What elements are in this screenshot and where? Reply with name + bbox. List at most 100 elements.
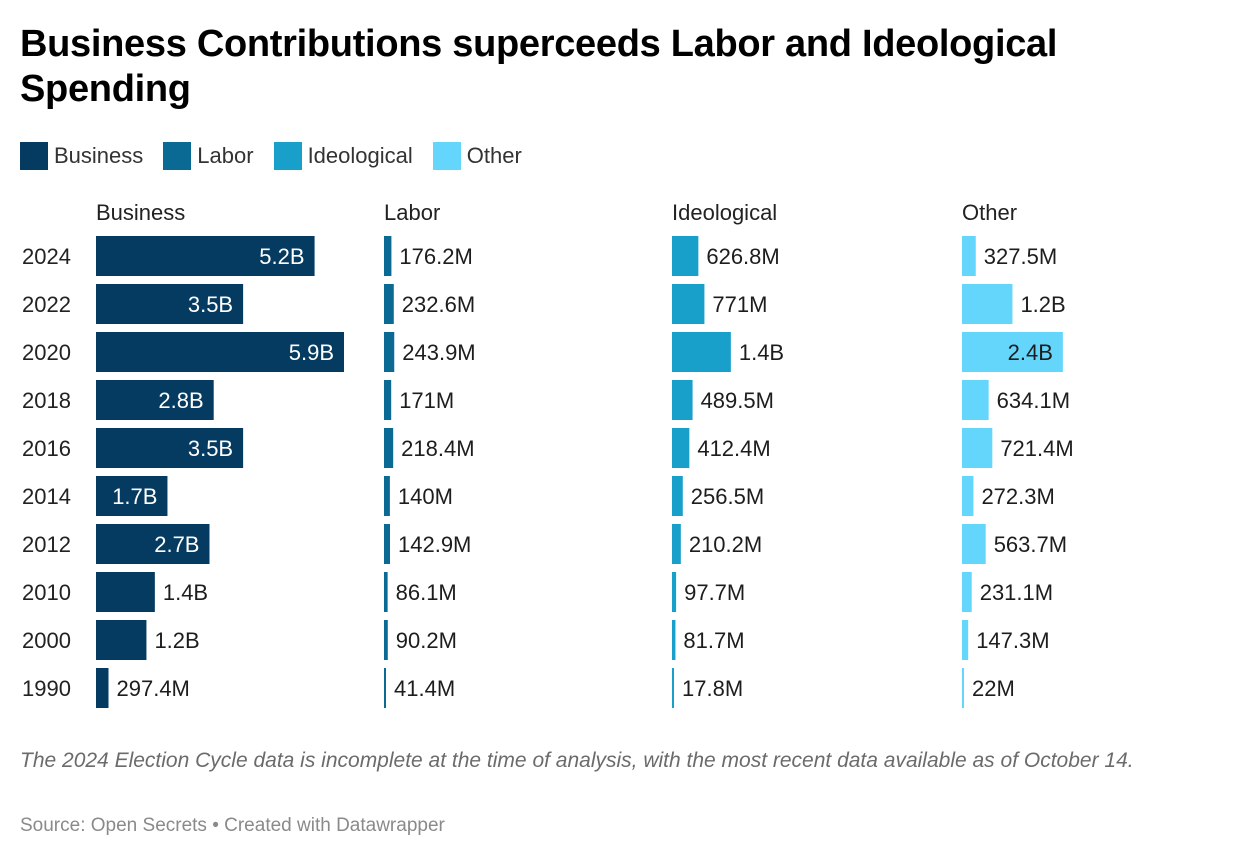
bar-ideological-1990 (672, 668, 674, 708)
value-label-other-2020: 2.4B (1008, 340, 1053, 365)
value-label-ideological-2020: 1.4B (739, 340, 784, 365)
bar-ideological-2016 (672, 428, 690, 468)
bar-other-2014 (962, 476, 974, 516)
year-label-2012: 2012 (22, 532, 71, 557)
value-label-other-2024: 327.5M (984, 244, 1057, 269)
panel-header-business: Business (96, 200, 185, 225)
bar-labor-2016 (384, 428, 394, 468)
year-label-2010: 2010 (22, 580, 71, 605)
small-multiples-bar-chart: 2024 2022 2020 2018 2016 2014 2012 2010 2000 1990… (22, 200, 1074, 708)
value-label-ideological-2018: 489.5M (701, 388, 774, 413)
value-label-labor-2020: 243.9M (402, 340, 475, 365)
legend-label-labor: Labor (197, 143, 254, 168)
bar-ideological-2012 (672, 524, 681, 564)
panel-header-labor: Labor (384, 200, 440, 225)
value-label-business-2012: 2.7B (154, 532, 199, 557)
legend-swatch-labor (163, 142, 192, 170)
bar-ideological-2014 (672, 476, 683, 516)
bar-business-2022 (96, 284, 244, 324)
year-label-2024: 2024 (22, 244, 71, 269)
value-label-other-2012: 563.7M (994, 532, 1067, 557)
bar-ideological-2010 (672, 572, 677, 612)
value-label-labor-2018: 171M (399, 388, 454, 413)
bar-ideological-2000 (672, 620, 676, 660)
value-label-labor-2012: 142.9M (398, 532, 471, 557)
year-label-2000: 2000 (22, 628, 71, 653)
bar-labor-1990 (384, 668, 386, 708)
bar-labor-2022 (384, 284, 394, 324)
value-label-business-2000: 1.2B (154, 628, 199, 653)
legend-label-other: Other (466, 143, 522, 168)
value-label-other-1990: 22M (972, 676, 1015, 701)
bar-business-2000 (96, 620, 147, 660)
value-label-other-2010: 231.1M (980, 580, 1053, 605)
value-label-labor-2014: 140M (398, 484, 453, 509)
bar-ideological-2022 (672, 284, 705, 324)
value-label-business-2010: 1.4B (163, 580, 208, 605)
value-label-other-2016: 721.4M (1000, 436, 1073, 461)
bar-ideological-2018 (672, 380, 693, 420)
value-label-other-2000: 147.3M (976, 628, 1049, 653)
value-label-business-2024: 5.2B (259, 244, 304, 269)
legend-label-business: Business (54, 143, 144, 168)
bar-business-2024 (96, 236, 315, 276)
bar-labor-2018 (384, 380, 392, 420)
chart-source: Source: Open Secrets • Created with Data… (20, 815, 445, 836)
year-label-2016: 2016 (22, 436, 71, 461)
bar-other-2022 (962, 284, 1013, 324)
legend-item-other: Other (432, 142, 522, 170)
bar-business-2016 (96, 428, 244, 468)
value-label-other-2018: 634.1M (997, 388, 1070, 413)
bar-labor-2012 (384, 524, 391, 564)
legend-item-business: Business (20, 142, 143, 170)
bar-other-2020 (962, 332, 1063, 372)
year-label-2018: 2018 (22, 388, 71, 413)
value-label-ideological-2014: 256.5M (691, 484, 764, 509)
value-label-ideological-1990: 17.8M (682, 676, 743, 701)
year-label-2022: 2022 (22, 292, 71, 317)
bar-business-2020 (96, 332, 344, 372)
bar-other-2012 (962, 524, 986, 564)
year-label-2014: 2014 (22, 484, 71, 509)
panel-header-ideological: Ideological (672, 200, 777, 225)
value-label-labor-1990: 41.4M (394, 676, 455, 701)
value-label-other-2014: 272.3M (981, 484, 1054, 509)
bar-other-2016 (962, 428, 993, 468)
legend-label-ideological: Ideological (307, 143, 413, 168)
value-label-ideological-2016: 412.4M (697, 436, 770, 461)
chart-title: Business Contributions superceeds Labor … (20, 23, 1058, 110)
value-label-labor-2016: 218.4M (401, 436, 474, 461)
bar-business-2012 (96, 524, 210, 564)
value-label-business-2020: 5.9B (289, 340, 334, 365)
year-label-2020: 2020 (22, 340, 71, 365)
legend-item-labor: Labor (163, 142, 254, 170)
bar-business-2018 (96, 380, 214, 420)
value-label-labor-2000: 90.2M (396, 628, 457, 653)
value-label-ideological-2022: 771M (712, 292, 767, 317)
value-label-labor-2024: 176.2M (399, 244, 472, 269)
value-label-business-2018: 2.8B (158, 388, 203, 413)
value-label-business-2014: 1.7B (112, 484, 157, 509)
value-label-ideological-2024: 626.8M (706, 244, 779, 269)
bar-labor-2020 (384, 332, 395, 372)
value-label-labor-2010: 86.1M (396, 580, 457, 605)
bar-other-2000 (962, 620, 969, 660)
bar-labor-2010 (384, 572, 388, 612)
chart-note: The 2024 Election Cycle data is incomple… (20, 749, 1134, 772)
value-label-other-2022: 1.2B (1020, 292, 1065, 317)
bar-ideological-2020 (672, 332, 731, 372)
value-label-business-2022: 3.5B (188, 292, 233, 317)
bar-labor-2000 (384, 620, 388, 660)
legend: Business Labor Ideological Other (20, 142, 542, 170)
value-label-ideological-2000: 81.7M (683, 628, 744, 653)
legend-swatch-ideological (273, 142, 302, 170)
legend-swatch-business (20, 142, 48, 170)
legend-swatch-other (432, 142, 461, 170)
value-label-ideological-2010: 97.7M (684, 580, 745, 605)
bar-ideological-2024 (672, 236, 699, 276)
bar-business-1990 (96, 668, 109, 708)
value-label-ideological-2012: 210.2M (689, 532, 762, 557)
bar-other-1990 (962, 668, 964, 708)
bar-labor-2014 (384, 476, 390, 516)
value-label-business-2016: 3.5B (188, 436, 233, 461)
